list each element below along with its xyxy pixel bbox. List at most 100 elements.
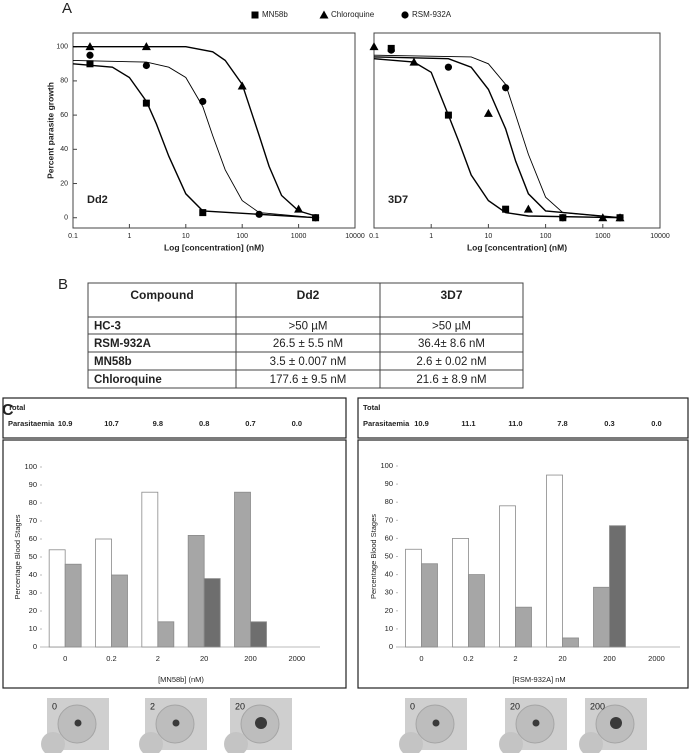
panel-letter: A [62, 0, 72, 17]
y-tick-label: 90 [29, 480, 37, 489]
parasitaemia-label: Total [363, 403, 380, 412]
y-tick-label: 70 [29, 516, 37, 525]
legend-label: MN58b [262, 10, 288, 19]
table-header: 3D7 [440, 288, 462, 302]
table-header: Compound [130, 288, 193, 302]
x-tick-label: 2 [156, 654, 160, 663]
table-cell: 21.6 ± 8.9 nM [416, 374, 486, 386]
y-tick-label: 80 [29, 498, 37, 507]
marker-square [251, 11, 259, 19]
x-axis-label: [MN58b] (nM) [158, 675, 204, 684]
x-tick-label: 200 [603, 654, 616, 663]
x-tick-label: 1000 [291, 233, 307, 240]
table-cell: 26.5 ± 5.5 nM [273, 338, 343, 350]
marker-circle [502, 84, 510, 92]
micrograph-label: 0 [52, 701, 57, 711]
micrograph-cell [41, 732, 65, 753]
y-tick-label: 40 [385, 570, 393, 579]
bar [203, 578, 221, 648]
parasitaemia-value: 0.7 [245, 419, 255, 428]
y-tick-label: 80 [60, 78, 68, 85]
y-tick-label: 100 [380, 461, 393, 470]
y-tick-label: 60 [385, 533, 393, 542]
bar [48, 549, 66, 648]
x-tick-label: 20 [558, 654, 566, 663]
plot-annotation: Dd2 [87, 194, 108, 206]
y-tick-label: 80 [385, 497, 393, 506]
micrograph-label: 0 [410, 701, 415, 711]
bar [593, 586, 610, 648]
x-tick-label: 0.2 [106, 654, 116, 663]
plot-frame [373, 32, 661, 229]
x-tick-label: 0 [63, 654, 67, 663]
y-tick-label: 10 [385, 624, 393, 633]
y-tick-label: 30 [385, 588, 393, 597]
micrograph-parasite [432, 719, 440, 727]
y-tick-label: 20 [29, 606, 37, 615]
table-frame [87, 282, 524, 389]
micrograph-cell [139, 732, 163, 753]
marker-square [142, 99, 150, 107]
y-tick-label: 50 [385, 551, 393, 560]
micrograph-parasite [532, 719, 540, 727]
bar [546, 474, 563, 648]
marker-triangle [523, 204, 533, 213]
table-cell: 36.4± 8.6 nM [418, 338, 485, 350]
marker-circle [86, 51, 94, 59]
x-tick-label: 20 [200, 654, 208, 663]
bar [515, 606, 532, 648]
x-tick-label: 10000 [345, 233, 365, 240]
parasitaemia-value: 10.9 [58, 419, 73, 428]
table-header: Dd2 [297, 288, 320, 302]
marker-circle [311, 214, 320, 222]
parasitaemia-value: 0.8 [199, 419, 209, 428]
table-row-label: HC-3 [94, 321, 121, 333]
marker-circle [142, 61, 150, 70]
fit-curve [373, 56, 621, 219]
x-tick-label: 0.2 [463, 654, 473, 663]
marker-triangle [598, 213, 608, 222]
marker-square [199, 209, 207, 217]
marker-triangle [141, 42, 151, 51]
x-tick-label: 100 [236, 233, 248, 240]
bar [421, 563, 438, 648]
x-axis-label: Log [concentration] (nM) [467, 242, 567, 252]
x-axis-label: [RSM-932A] nM [512, 675, 565, 684]
table-cell: >50 µM [289, 321, 328, 333]
x-tick-label: 200 [244, 654, 257, 663]
y-tick-label: 10 [29, 624, 37, 633]
marker-circle [444, 63, 453, 71]
y-tick-label: 100 [56, 44, 68, 51]
x-tick-label: 1000 [595, 233, 611, 240]
y-axis-label: Percentage Blood Stages [13, 514, 22, 599]
y-tick-label: 90 [385, 479, 393, 488]
x-tick-label: 2000 [648, 654, 665, 663]
bar [141, 491, 159, 648]
marker-square [86, 60, 94, 68]
parasitaemia-value: 10.7 [104, 419, 119, 428]
table-row-label: MN58b [94, 356, 132, 368]
y-tick-label: 30 [29, 588, 37, 597]
y-tick-label: 0 [389, 642, 393, 651]
fit-curve [373, 58, 621, 219]
fit-curve [73, 46, 316, 217]
x-tick-label: 10 [182, 233, 190, 240]
y-tick-label: 40 [60, 146, 68, 153]
micrograph-label: 20 [235, 701, 245, 711]
x-tick-label: 100 [540, 233, 552, 240]
parasitaemia-value: 10.9 [414, 419, 429, 428]
bar [64, 563, 82, 648]
marker-triangle [483, 108, 493, 117]
marker-square [502, 205, 510, 213]
bar [499, 505, 516, 648]
micrograph-label: 20 [510, 701, 520, 711]
marker-square [444, 111, 452, 119]
chart-box [357, 439, 689, 689]
table-row-label: RSM-932A [94, 338, 151, 350]
micrograph-parasite [74, 719, 82, 727]
y-tick-label: 70 [385, 515, 393, 524]
marker-circle [255, 210, 263, 218]
parasitaemia-value: 0.3 [604, 419, 614, 428]
table-cell: 2.6 ± 0.02 nM [416, 356, 486, 368]
